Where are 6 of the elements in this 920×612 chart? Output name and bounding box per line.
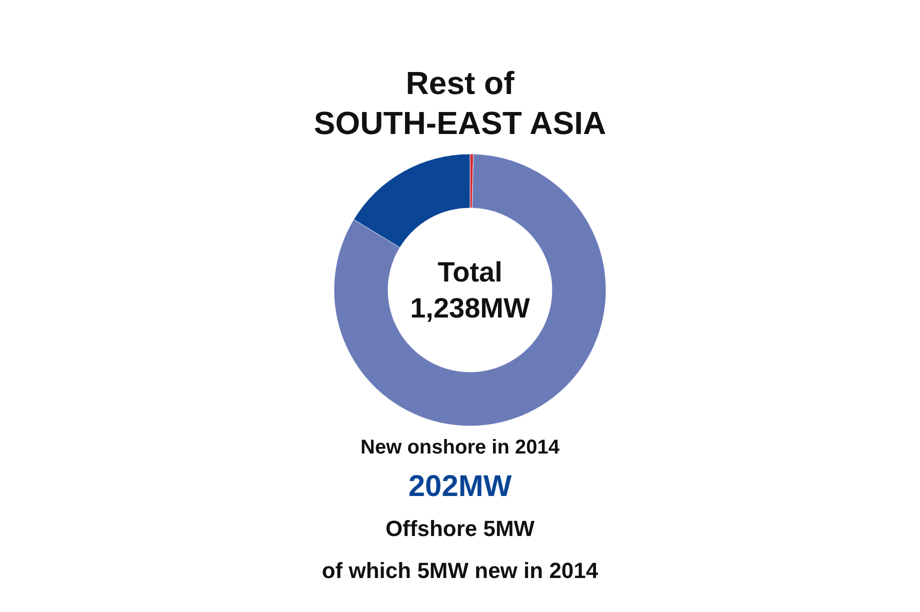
- text: New onshore in 2014: [360, 436, 560, 459]
- text: Offshore 5MW: [385, 516, 535, 541]
- chart-title: Rest of SOUTH-EAST ASIA: [314, 65, 606, 141]
- text: Total 1,238MW: [410, 256, 530, 324]
- text: 202MW: [408, 470, 512, 504]
- text: of which 5MW new in 2014: [322, 558, 599, 583]
